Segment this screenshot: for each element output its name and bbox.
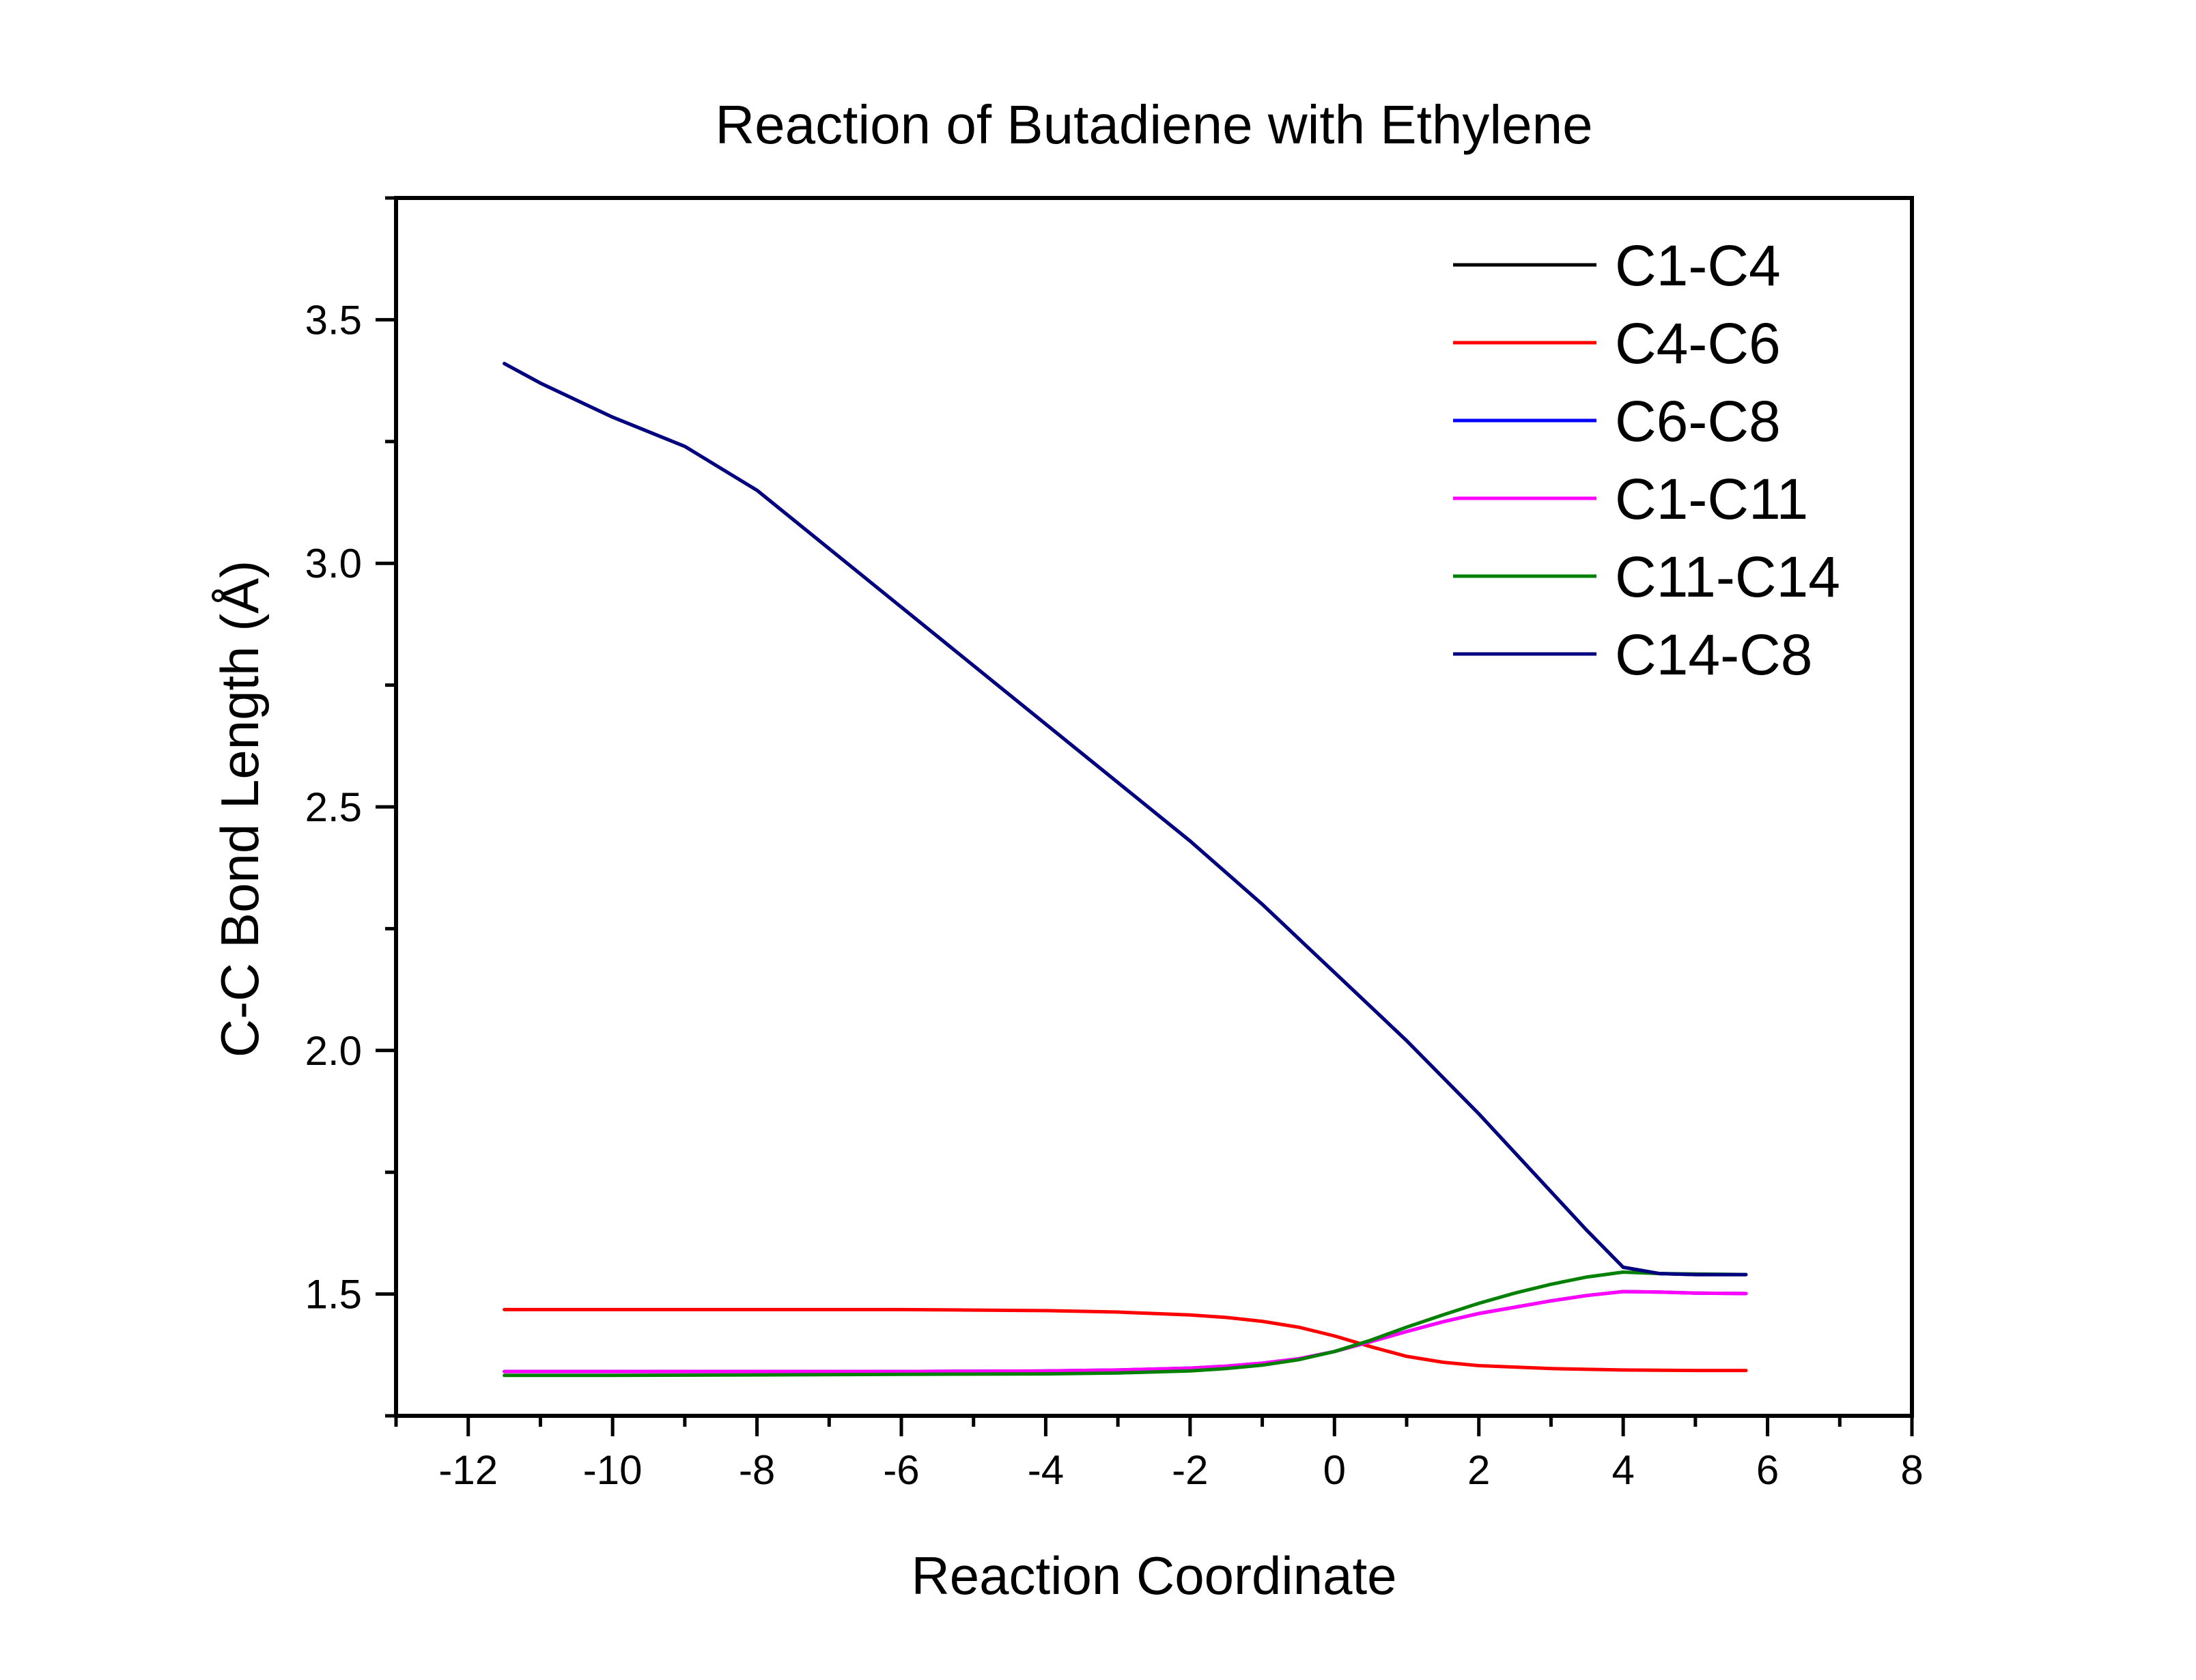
series-line-c4-c6: [503, 1307, 1748, 1373]
legend-label: C1-C11: [1615, 467, 1808, 531]
x-tick-label: 8: [1900, 1447, 1923, 1493]
y-tick-label: 3.0: [305, 541, 362, 586]
x-tick-label: -2: [1172, 1447, 1208, 1493]
x-tick-label: -8: [739, 1447, 775, 1493]
y-tick-label: 3.5: [305, 297, 362, 343]
series-line-c11-c14: [503, 1270, 1748, 1378]
chart-title: Reaction of Butadiene with Ethylene: [715, 94, 1592, 155]
legend: C1-C4 C4-C6 C6-C8 C1-C11 C11-C14 C14-C8: [1453, 233, 1840, 687]
legend-label: C1-C4: [1615, 233, 1781, 298]
series-layer: [503, 362, 1748, 1378]
x-tick-label: 0: [1323, 1447, 1346, 1493]
y-axis-title: C-C Bond Length (Å): [210, 560, 270, 1057]
x-tick-label: -12: [438, 1447, 498, 1493]
y-tick-label: 1.5: [305, 1272, 362, 1318]
x-axis-title: Reaction Coordinate: [911, 1546, 1396, 1606]
x-axis: -12 -10 -8 -6 -4 -2 0 2 4 6 8: [394, 1416, 1924, 1493]
y-tick-label: 2.0: [305, 1028, 362, 1074]
x-tick-label: -10: [583, 1447, 643, 1493]
legend-label: C4-C6: [1615, 311, 1781, 375]
x-tick-label: -4: [1028, 1447, 1064, 1493]
x-tick-label: 4: [1611, 1447, 1634, 1493]
x-tick-label: -6: [883, 1447, 919, 1493]
legend-label: C14-C8: [1615, 623, 1812, 687]
y-axis: 1.5 2.0 2.5 3.0 3.5: [305, 196, 396, 1418]
series-line-c14-c8: [503, 362, 1748, 1277]
x-tick-label: 2: [1467, 1447, 1490, 1493]
x-tick-label: 6: [1756, 1447, 1779, 1493]
legend-label: C6-C8: [1615, 389, 1781, 453]
legend-label: C11-C14: [1615, 545, 1840, 609]
y-tick-label: 2.5: [305, 784, 362, 830]
